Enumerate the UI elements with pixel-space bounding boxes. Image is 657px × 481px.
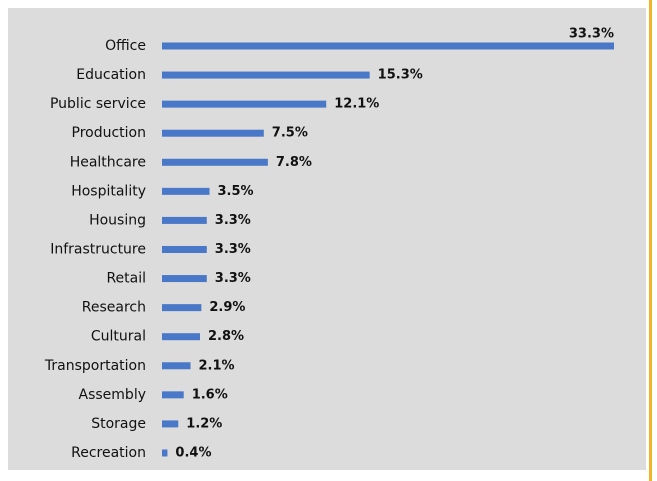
category-label: Recreation — [71, 445, 146, 461]
category-label: Education — [76, 67, 146, 83]
bar — [162, 158, 268, 166]
bar — [162, 391, 184, 399]
value-label: 3.3% — [215, 242, 251, 257]
bar — [162, 362, 191, 370]
value-label: 1.2% — [186, 416, 222, 431]
value-label: 3.5% — [218, 184, 254, 199]
category-label: Infrastructure — [50, 241, 146, 257]
bar — [162, 187, 210, 195]
category-label: Housing — [89, 212, 146, 228]
value-label: 12.1% — [334, 97, 379, 112]
value-label: 3.3% — [215, 213, 251, 228]
bar — [162, 333, 201, 341]
bar — [162, 245, 207, 253]
bar — [162, 129, 264, 137]
category-label: Healthcare — [70, 154, 146, 170]
bar — [162, 275, 207, 283]
category-label: Office — [105, 38, 146, 54]
value-label: 3.3% — [215, 271, 251, 286]
chart-background — [8, 8, 646, 470]
category-label: Transportation — [44, 358, 146, 374]
value-label: 15.3% — [378, 68, 423, 83]
category-label: Cultural — [91, 329, 146, 345]
bar — [162, 216, 207, 224]
value-label: 2.8% — [208, 329, 244, 344]
value-label: 2.1% — [199, 358, 235, 373]
bar — [162, 100, 327, 108]
value-label: 7.5% — [272, 126, 308, 141]
category-label: Hospitality — [71, 183, 146, 199]
category-label: Production — [72, 125, 146, 141]
category-label: Research — [82, 300, 146, 316]
edge-accent — [649, 0, 652, 481]
category-label: Retail — [106, 271, 146, 287]
bar — [162, 420, 179, 428]
bar — [162, 304, 202, 312]
category-label: Storage — [91, 416, 146, 432]
value-label: 1.6% — [192, 387, 228, 402]
value-label: 0.4% — [175, 445, 211, 460]
bar — [162, 449, 168, 457]
bar — [162, 42, 614, 50]
value-label: 33.3% — [569, 27, 614, 42]
category-label: Public service — [50, 96, 146, 112]
bar — [162, 71, 370, 79]
value-label: 7.8% — [276, 155, 312, 170]
value-label: 2.9% — [209, 300, 245, 315]
category-label: Assembly — [79, 387, 146, 403]
